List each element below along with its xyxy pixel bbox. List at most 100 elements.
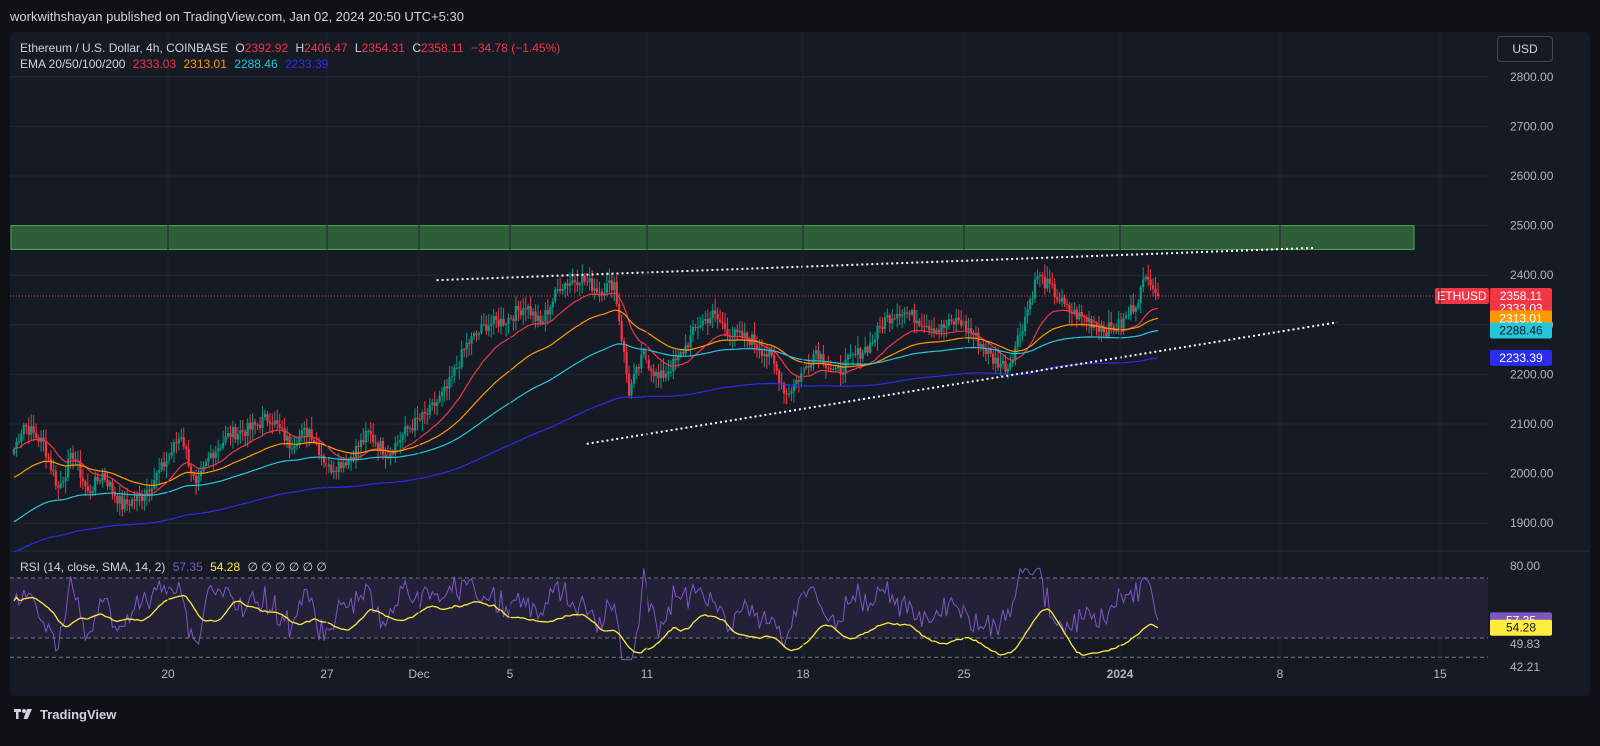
ema50-badge: 2313.01 — [1499, 311, 1543, 325]
candle-body — [1095, 324, 1098, 327]
x-tick-label: 20 — [161, 667, 175, 681]
candle-body — [418, 419, 422, 421]
candle-body — [320, 454, 323, 456]
candle-body — [709, 318, 712, 324]
candle-body — [327, 464, 331, 467]
ema50-badge-bg — [1490, 310, 1552, 327]
candle-body — [507, 317, 510, 325]
candle-body — [532, 311, 535, 316]
chart-frame[interactable]: 1900.002000.002100.002200.002300.002400.… — [10, 32, 1590, 696]
candle-body — [763, 354, 766, 356]
ema-label[interactable]: EMA 20/50/100/200 — [20, 57, 126, 71]
candle-body — [165, 460, 168, 467]
candle-body — [576, 281, 579, 286]
candle-body — [672, 358, 675, 372]
candle-body — [52, 469, 55, 472]
candle-body — [172, 442, 176, 453]
candle-body — [733, 329, 736, 337]
candle-body — [765, 354, 768, 357]
candle-body — [143, 496, 146, 501]
candle-body — [1080, 312, 1083, 317]
candle-body — [785, 393, 788, 395]
candle-body — [1122, 317, 1125, 329]
candle-body — [293, 445, 296, 449]
x-tick-label: 2024 — [1107, 667, 1134, 681]
candle-body — [482, 324, 486, 326]
candle-body — [593, 288, 596, 291]
candle-body — [623, 340, 626, 353]
candle-body — [207, 457, 210, 462]
candle-body — [876, 326, 879, 340]
candle-body — [1147, 276, 1150, 280]
candle-body — [1051, 283, 1054, 285]
candle-body — [581, 275, 584, 284]
open-value: 2392.92 — [244, 41, 289, 55]
candle-body — [379, 441, 382, 450]
candle-body — [224, 436, 227, 443]
price-chart-svg[interactable]: 1900.002000.002100.002200.002300.002400.… — [10, 32, 1590, 696]
candle-body — [591, 278, 594, 291]
candle-body — [463, 349, 466, 351]
candle-body — [554, 289, 557, 302]
candle-body — [322, 455, 326, 463]
ema-row: EMA 20/50/100/200 2333.03 2313.01 2288.4… — [20, 56, 564, 72]
candle-body — [394, 443, 397, 455]
candle-body — [605, 283, 609, 293]
ema50-line — [13, 309, 1159, 487]
candle-body — [888, 315, 891, 324]
candle-body — [477, 333, 481, 335]
candle-body — [682, 352, 685, 354]
candle-body — [17, 441, 21, 443]
candle-body — [768, 350, 771, 357]
candle-body — [686, 345, 690, 348]
candle-body — [664, 373, 668, 378]
high-value: 2406.47 — [304, 41, 348, 55]
candle-body — [145, 489, 148, 497]
candle-body — [1004, 360, 1007, 372]
ema100-badge-bg — [1490, 322, 1552, 339]
candle-body — [300, 429, 303, 436]
candle-body — [861, 352, 864, 359]
tradingview-logo-icon — [14, 709, 32, 719]
candle-body — [760, 350, 764, 356]
symbol-title[interactable]: Ethereum / U.S. Dollar, 4h, COINBASE — [20, 41, 229, 55]
rsi-sma-badge-bg — [1490, 619, 1552, 636]
ema100-line — [13, 329, 1159, 523]
rsi-label[interactable]: RSI (14, close, SMA, 14, 2) — [20, 560, 166, 574]
candle-body — [455, 367, 458, 369]
candle-body — [773, 355, 776, 364]
candle-body — [822, 354, 825, 365]
candle-body — [841, 373, 845, 375]
candle-body — [519, 310, 522, 316]
candle-body — [443, 386, 446, 392]
rsi-sma-badge: 54.28 — [1506, 621, 1536, 635]
candle-body — [942, 324, 946, 328]
footer-bar: TradingView — [0, 700, 1600, 728]
candle-body — [699, 325, 702, 328]
candle-body — [527, 306, 530, 310]
candle-body — [723, 323, 727, 329]
candle-body — [1070, 312, 1073, 315]
candle-body — [674, 358, 677, 361]
candle-body — [878, 326, 882, 328]
candle-body — [71, 453, 75, 460]
x-tick-label: 11 — [641, 667, 654, 681]
candle-body — [20, 433, 23, 442]
candle-body — [509, 317, 513, 319]
candle-body — [290, 448, 294, 450]
candle-body — [251, 422, 254, 430]
candle-body — [910, 309, 914, 315]
currency-button[interactable]: USD — [1497, 36, 1553, 62]
candle-body — [197, 476, 200, 484]
candle-body — [133, 499, 136, 502]
price-tick-label: 2700.00 — [1510, 119, 1554, 133]
candle-body — [182, 437, 185, 447]
candle-body — [588, 278, 591, 282]
candle-body — [667, 371, 670, 374]
candle-body — [391, 453, 394, 455]
candle-body — [35, 432, 38, 438]
rsi-band — [10, 578, 1488, 638]
change-value: −34.78 (−1.45%) — [470, 41, 561, 55]
candle-body — [470, 336, 473, 344]
candle-body — [268, 421, 271, 424]
